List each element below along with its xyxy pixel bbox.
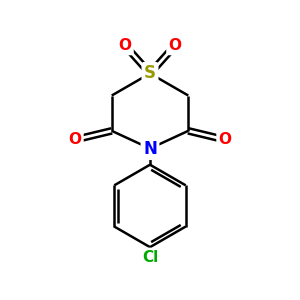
Text: O: O (169, 38, 182, 53)
Text: O: O (219, 132, 232, 147)
Text: O: O (118, 38, 131, 53)
Text: N: N (143, 140, 157, 158)
Text: S: S (144, 64, 156, 82)
Text: O: O (68, 132, 81, 147)
Text: Cl: Cl (142, 250, 158, 265)
